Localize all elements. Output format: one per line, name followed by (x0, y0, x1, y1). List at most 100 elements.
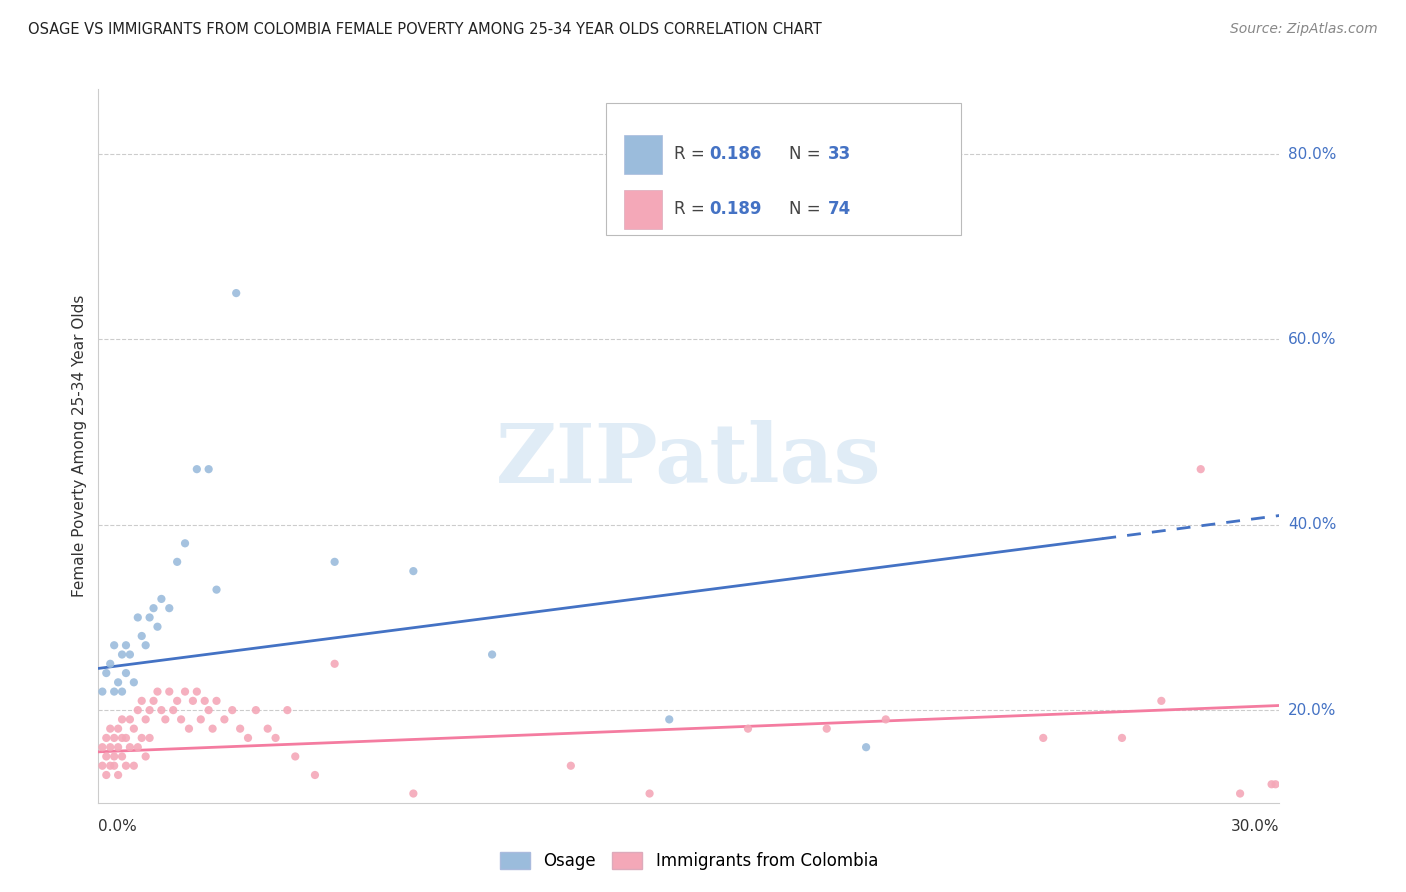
Point (170, 712, 193, 726)
Point (737, 722, 759, 736)
Point (229, 722, 252, 736)
Point (135, 712, 157, 726)
Point (122, 675, 145, 690)
Y-axis label: Female Poverty Among 25-34 Year Olds: Female Poverty Among 25-34 Year Olds (72, 295, 87, 597)
Point (91, 684, 114, 698)
Point (1260, 777, 1282, 791)
Point (98, 740, 121, 755)
Point (166, 694, 188, 708)
Point (166, 555, 188, 569)
Point (678, 137, 700, 152)
Point (98, 657, 121, 671)
Point (107, 675, 129, 690)
Point (221, 703, 243, 717)
Point (815, 722, 838, 736)
Point (103, 638, 125, 652)
Point (115, 731, 138, 745)
Text: 0.186: 0.186 (709, 145, 762, 163)
Point (186, 462, 208, 476)
Point (131, 629, 153, 643)
Point (131, 731, 153, 745)
Point (875, 712, 897, 726)
Point (122, 722, 145, 736)
Point (146, 684, 169, 698)
Text: R =: R = (673, 201, 710, 219)
Point (638, 787, 661, 801)
Point (98, 758, 121, 772)
Point (131, 694, 153, 708)
Point (157, 684, 180, 698)
Point (284, 749, 307, 764)
Point (181, 694, 204, 708)
Point (1150, 694, 1173, 708)
Point (115, 666, 138, 681)
Point (91, 740, 114, 755)
Legend: Osage, Immigrants from Colombia: Osage, Immigrants from Colombia (494, 845, 884, 877)
Point (150, 703, 173, 717)
Point (107, 740, 129, 755)
Point (98, 722, 121, 736)
Point (118, 712, 141, 726)
Point (205, 582, 228, 597)
Point (96, 731, 118, 745)
Point (214, 712, 236, 726)
Point (146, 620, 169, 634)
Point (264, 731, 287, 745)
Point (107, 722, 129, 736)
Point (256, 722, 278, 736)
Text: R =: R = (673, 145, 710, 163)
Point (402, 564, 425, 578)
Point (138, 610, 160, 624)
Point (197, 703, 219, 717)
Point (96, 768, 118, 782)
Point (323, 657, 346, 671)
Point (107, 768, 129, 782)
Point (118, 740, 141, 755)
Text: N =: N = (789, 201, 827, 219)
Point (225, 286, 247, 301)
Point (205, 694, 228, 708)
Point (162, 703, 184, 717)
Point (174, 684, 197, 698)
Point (138, 731, 160, 745)
Point (115, 758, 138, 772)
Point (111, 648, 134, 662)
Bar (624, 190, 662, 229)
Point (122, 758, 145, 772)
FancyBboxPatch shape (606, 103, 960, 235)
Point (560, 758, 582, 772)
Point (142, 694, 165, 708)
Point (103, 684, 125, 698)
Point (481, 648, 503, 662)
Point (111, 749, 134, 764)
Text: OSAGE VS IMMIGRANTS FROM COLOMBIA FEMALE POVERTY AMONG 25-34 YEAR OLDS CORRELATI: OSAGE VS IMMIGRANTS FROM COLOMBIA FEMALE… (28, 22, 823, 37)
Point (1189, 462, 1212, 476)
Point (245, 703, 267, 717)
Text: 0.0%: 0.0% (98, 820, 138, 835)
Point (186, 684, 208, 698)
Point (177, 722, 200, 736)
Point (138, 703, 160, 717)
Point (658, 712, 681, 726)
Point (111, 731, 134, 745)
Point (91, 758, 114, 772)
Point (276, 703, 298, 717)
Point (1111, 731, 1133, 745)
Text: 20.0%: 20.0% (1288, 703, 1336, 718)
Point (142, 601, 165, 615)
Point (127, 703, 149, 717)
Point (194, 694, 217, 708)
Point (103, 749, 125, 764)
Point (150, 591, 173, 606)
Bar (624, 135, 662, 174)
Point (190, 712, 212, 726)
Point (155, 712, 177, 726)
Point (111, 712, 134, 726)
Point (115, 638, 138, 652)
Point (96, 666, 118, 681)
Point (118, 648, 141, 662)
Point (855, 740, 877, 755)
Point (402, 787, 425, 801)
Text: 0.189: 0.189 (709, 201, 762, 219)
Text: Source: ZipAtlas.com: Source: ZipAtlas.com (1230, 22, 1378, 37)
